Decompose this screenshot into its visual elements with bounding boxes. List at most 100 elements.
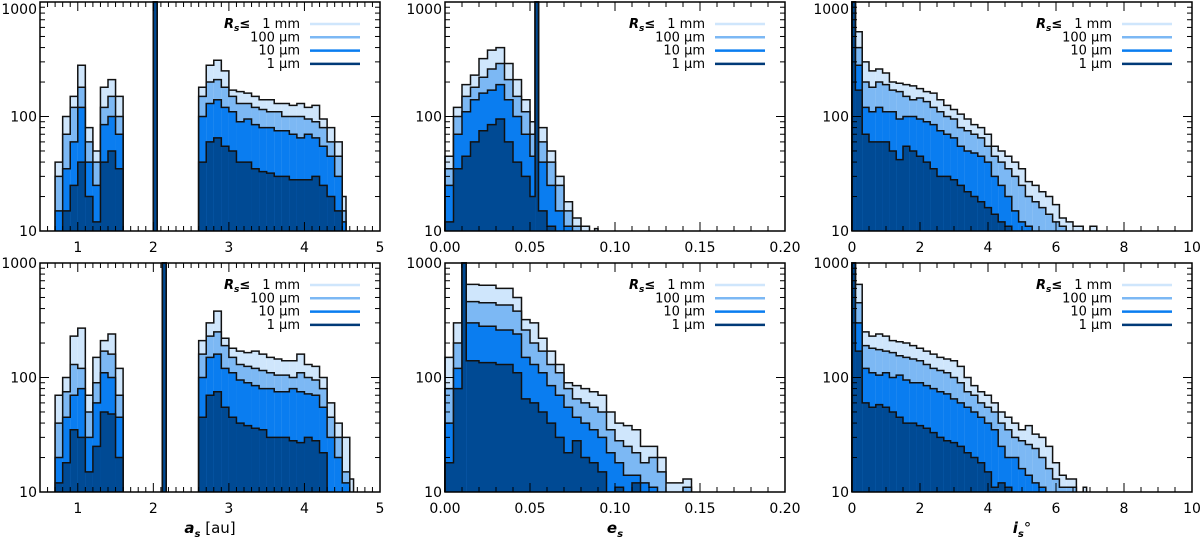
bar: [1059, 226, 1067, 231]
bar: [92, 221, 101, 231]
x-axis-unit: [au]: [200, 519, 235, 537]
bar: [1005, 457, 1012, 492]
series-1-um: [54, 262, 328, 492]
legend-label: 10 µm: [258, 44, 300, 59]
bar: [943, 176, 951, 231]
bar: [62, 417, 71, 492]
bar: [984, 207, 992, 231]
bar: [984, 423, 992, 492]
legend-title: Rs≤: [224, 17, 250, 34]
bar: [991, 487, 999, 492]
legend-label: 100 µm: [655, 30, 705, 45]
legend-title-symbol: R: [629, 278, 639, 293]
series-outline: [851, 262, 1013, 492]
bar: [957, 446, 965, 492]
bar: [100, 162, 108, 231]
y-tick-label: 100: [822, 110, 849, 126]
x-tick-label: 2: [916, 501, 925, 517]
bar: [538, 210, 547, 231]
x-tick-label: 10: [1183, 240, 1200, 256]
bar: [896, 159, 903, 231]
bar: [115, 417, 124, 492]
bar: [923, 162, 931, 231]
bar: [1059, 217, 1067, 231]
y-tick-label: 10: [424, 485, 442, 501]
x-tick-label: 0.20: [769, 501, 800, 517]
x-tick-label: 1: [73, 501, 82, 517]
bar: [1039, 207, 1046, 231]
y-tick-label: 100: [10, 110, 37, 126]
legend-label: 100 µm: [1062, 291, 1112, 306]
bar: [304, 179, 312, 231]
bar: [984, 471, 992, 492]
x-tick-label: 3: [224, 240, 233, 256]
legend-label: 1 µm: [1079, 57, 1112, 72]
series-outline: [851, 1, 1033, 231]
bar: [971, 152, 978, 231]
bar: [998, 446, 1005, 492]
bar: [1018, 468, 1026, 492]
y-tick-label: 10: [19, 224, 37, 240]
legend-title: Rs≤: [1036, 17, 1062, 34]
legend-label: 100 µm: [250, 291, 300, 306]
bar: [206, 395, 214, 492]
bar: [1025, 444, 1033, 492]
bar: [327, 156, 335, 231]
bar: [555, 437, 564, 492]
series-outline: [851, 1, 1067, 231]
bar: [666, 482, 683, 492]
bar: [462, 263, 467, 492]
bar: [977, 156, 985, 231]
x-axis-title: as [au]: [184, 519, 235, 538]
legend-title-subscript: s: [234, 285, 240, 295]
x-tick-label: 10: [1183, 501, 1200, 517]
x-tick-label: 6: [1052, 240, 1061, 256]
bar: [289, 440, 297, 492]
bar: [581, 457, 590, 492]
bar: [564, 407, 573, 492]
bar: [977, 462, 985, 492]
bar: [623, 446, 632, 492]
bar: [445, 185, 454, 231]
bar: [77, 162, 86, 231]
bar: [998, 185, 1005, 231]
bar: [479, 130, 488, 231]
bar: [1066, 487, 1077, 492]
bar: [1011, 176, 1019, 231]
legend-label: 1 mm: [262, 17, 300, 32]
bar: [513, 372, 522, 492]
y-tick-label: 100: [415, 371, 442, 387]
bar: [930, 168, 937, 231]
bar: [649, 487, 658, 492]
x-tick-label: 0: [848, 501, 857, 517]
bar: [950, 179, 958, 231]
bar: [319, 407, 328, 492]
bar: [470, 141, 479, 231]
bar: [1045, 468, 1053, 492]
legend-title-subscript: s: [639, 285, 645, 295]
legend-label: 1 µm: [1079, 318, 1112, 333]
bar: [547, 185, 556, 231]
y-tick-label: 10: [424, 224, 442, 240]
bar: [236, 423, 244, 492]
series-1-um: [61, 1, 343, 231]
bar: [1032, 201, 1039, 231]
bar: [862, 134, 869, 231]
legend-label: 1 µm: [672, 57, 705, 72]
bar: [1018, 440, 1026, 492]
legend-title-relation: ≤: [644, 17, 655, 32]
bar: [896, 417, 903, 492]
bar: [683, 478, 692, 492]
bar: [1025, 226, 1033, 231]
legend-title-relation: ≤: [644, 278, 655, 293]
bar: [882, 141, 890, 231]
bar: [466, 360, 479, 492]
series-outline: [851, 262, 1078, 492]
bar: [547, 226, 556, 231]
bar: [598, 437, 607, 492]
bar: [991, 429, 999, 492]
